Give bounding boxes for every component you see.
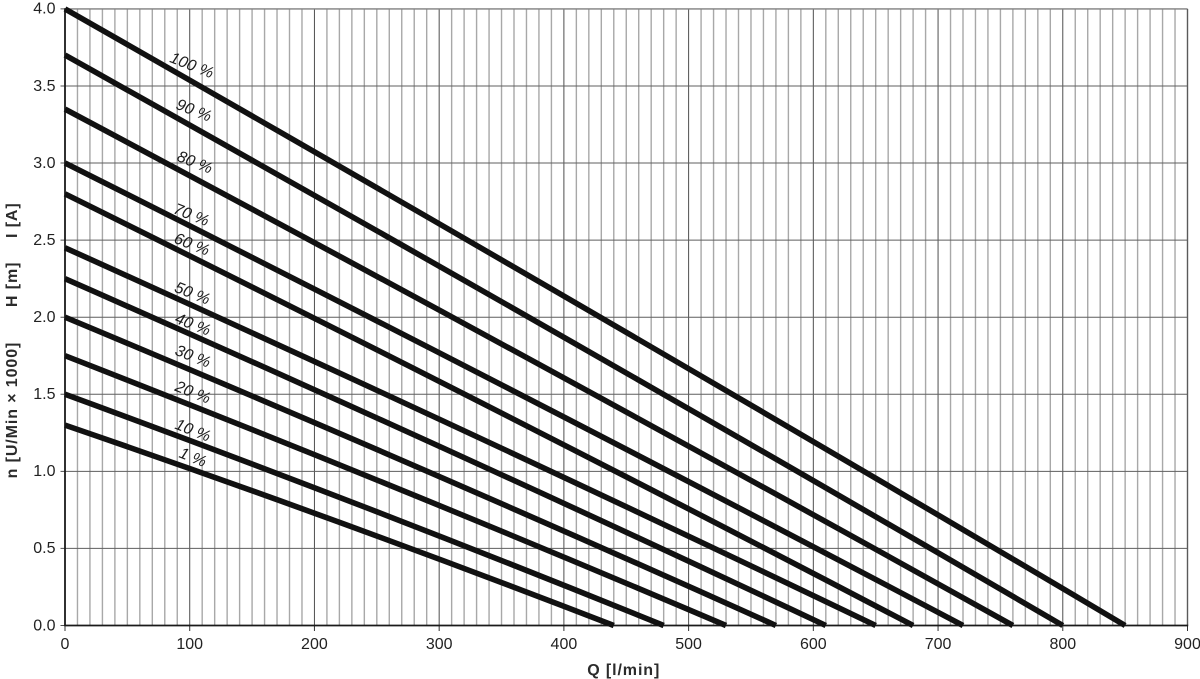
svg-text:1.0: 1.0 bbox=[33, 463, 55, 480]
svg-text:n [U/Min × 1000]: n [U/Min × 1000] bbox=[4, 342, 21, 479]
svg-text:200: 200 bbox=[301, 636, 328, 653]
svg-text:3.5: 3.5 bbox=[33, 78, 55, 95]
svg-text:H [m]: H [m] bbox=[4, 262, 21, 307]
svg-text:4.0: 4.0 bbox=[33, 1, 55, 18]
svg-text:300: 300 bbox=[426, 636, 453, 653]
svg-text:0.0: 0.0 bbox=[33, 617, 55, 634]
svg-text:100: 100 bbox=[176, 636, 203, 653]
svg-text:3.0: 3.0 bbox=[33, 155, 55, 172]
svg-text:400: 400 bbox=[551, 636, 578, 653]
svg-text:1.5: 1.5 bbox=[33, 386, 55, 403]
svg-text:600: 600 bbox=[800, 636, 827, 653]
svg-text:700: 700 bbox=[925, 636, 952, 653]
svg-text:900: 900 bbox=[1174, 636, 1200, 653]
svg-text:Q [l/min]: Q [l/min] bbox=[587, 662, 660, 679]
svg-text:0.5: 0.5 bbox=[33, 540, 55, 557]
svg-text:800: 800 bbox=[1049, 636, 1076, 653]
svg-text:500: 500 bbox=[675, 636, 702, 653]
svg-text:I [A]: I [A] bbox=[4, 202, 21, 238]
svg-text:2.0: 2.0 bbox=[33, 309, 55, 326]
svg-text:0: 0 bbox=[61, 636, 70, 653]
svg-text:2.5: 2.5 bbox=[33, 232, 55, 249]
